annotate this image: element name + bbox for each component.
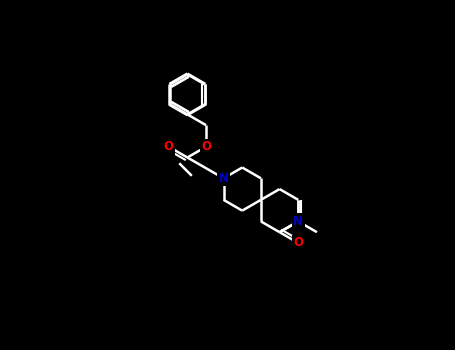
Text: O: O — [201, 140, 211, 153]
Text: O: O — [293, 237, 303, 250]
Text: N: N — [218, 172, 228, 185]
Text: N: N — [293, 215, 303, 228]
Text: O: O — [164, 140, 174, 153]
